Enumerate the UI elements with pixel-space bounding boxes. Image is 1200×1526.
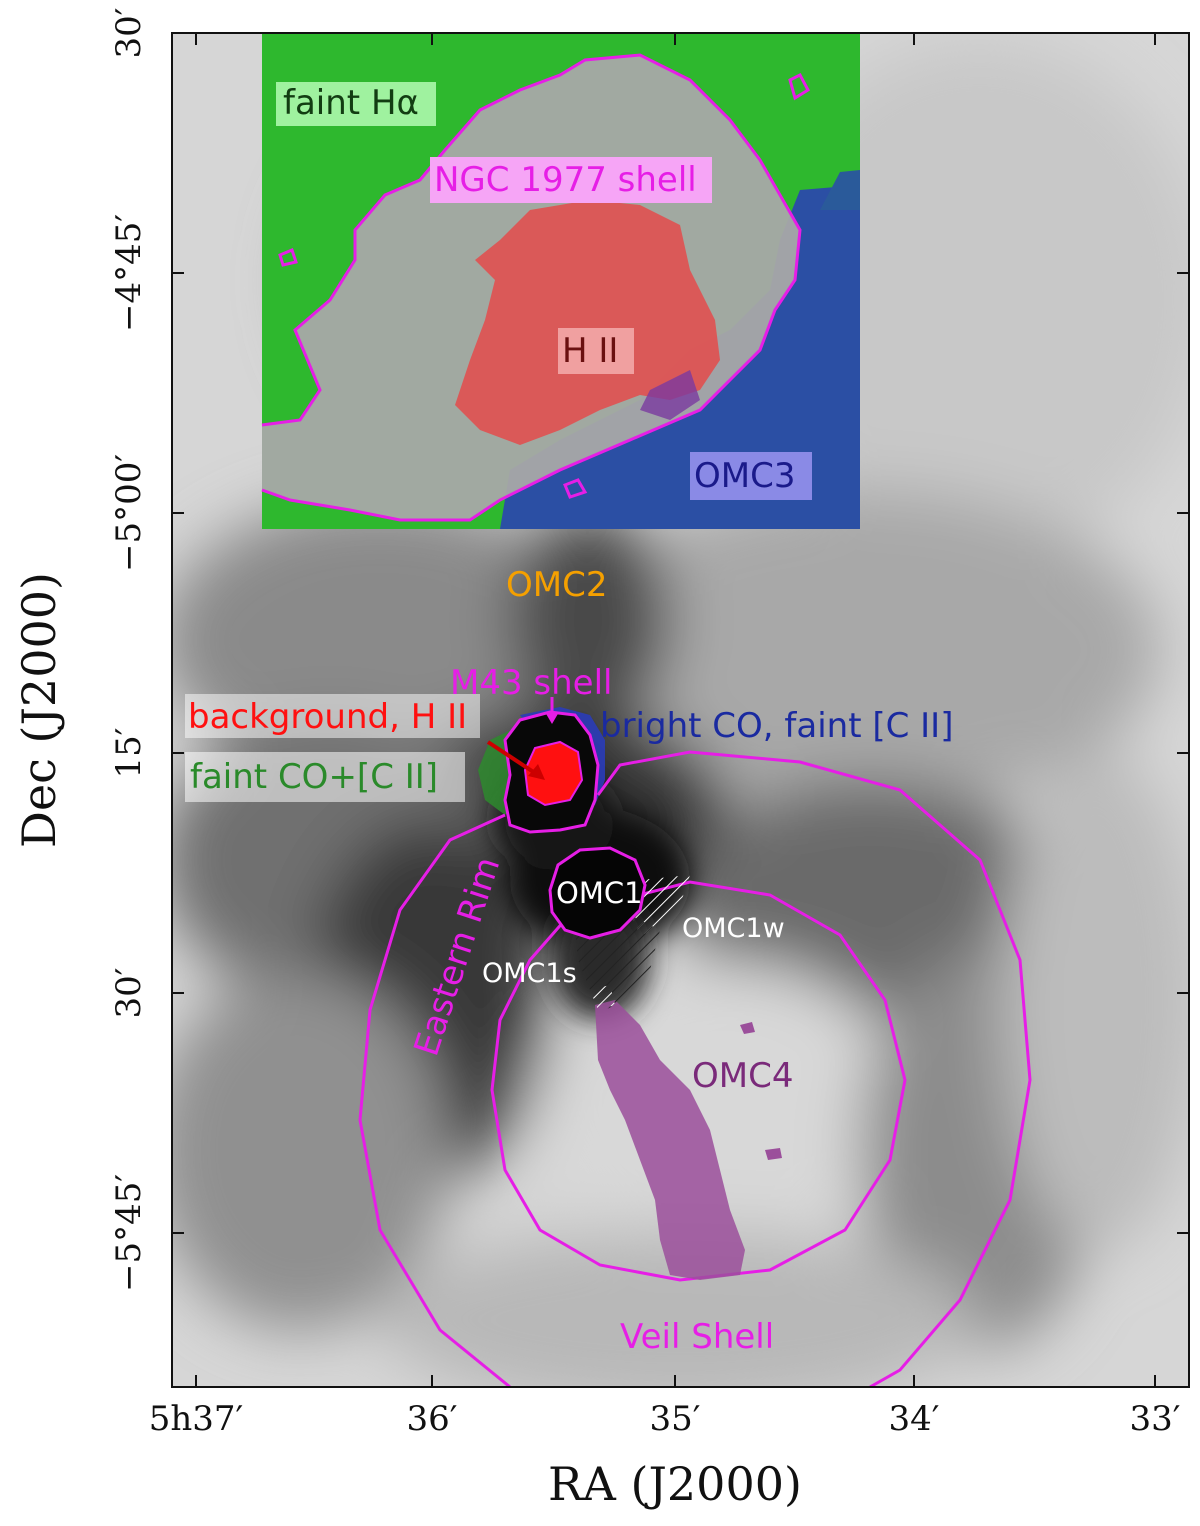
y-tick-label: 30′ (109, 8, 149, 59)
small-contour-loop (278, 247, 298, 267)
bright-co-label: bright CO, faint [C II] (600, 706, 953, 746)
omc4-label: OMC4 (692, 1056, 793, 1096)
omc1s-label: OMC1s (482, 958, 577, 989)
y-tick-label: −4°45′ (109, 214, 149, 332)
veil-shell-inner-contour (490, 880, 907, 1282)
small-contour-loop (788, 73, 810, 101)
veil-shell-label: Veil Shell (620, 1317, 774, 1357)
veil-shell-outer-contour (358, 750, 1032, 1387)
x-axis: 5h37′ 36′ 35′ 34′ 33′ RA (J2000) (149, 33, 1181, 1511)
y-tick-label: 15′ (109, 728, 149, 779)
x-axis-title: RA (J2000) (548, 1457, 802, 1511)
x-tick-label: 33′ (1130, 1399, 1181, 1439)
small-contour-loop (563, 478, 588, 499)
plot-frame (171, 32, 1190, 1388)
y-tick-label: 30′ (109, 968, 149, 1019)
m43-core (523, 740, 584, 807)
omc3-purple-overlap (640, 370, 700, 420)
faint-halpha-label: faint Hα (283, 83, 419, 123)
m43-arrow (486, 740, 540, 777)
omc1s-hatch-light (590, 985, 615, 1010)
hii-label: H II (562, 331, 618, 371)
y-axis: 30′ −4°45′ −5°00′ 15′ 30′ −5°45′ Dec (J2… (12, 8, 1189, 1292)
x-tick-label: 35′ (650, 1399, 701, 1439)
omc1-label: OMC1 (556, 876, 643, 910)
m43-region (478, 697, 605, 834)
omc3-label: OMC3 (694, 456, 795, 496)
y-tick-label: −5°00′ (109, 454, 149, 572)
y-axis-title: Dec (J2000) (12, 572, 66, 848)
omc4-fragment (740, 1022, 755, 1034)
x-tick-label: 36′ (407, 1399, 458, 1439)
ngc1977-shell-contour (261, 53, 802, 522)
omc1s-hatch (575, 915, 660, 1010)
omc1-contour (548, 846, 647, 940)
omc1w-label: OMC1w (682, 913, 785, 944)
omc2-label: OMC2 (506, 565, 607, 605)
background-hii-label: background, H II (188, 697, 467, 737)
ngc1977-shell-label: NGC 1977 shell (434, 160, 697, 200)
omc4-region (595, 1000, 745, 1280)
hii-region (455, 200, 720, 445)
omc4-fragment (765, 1148, 782, 1160)
x-tick-label: 34′ (889, 1399, 940, 1439)
x-tick-label: 5h37′ (149, 1399, 244, 1439)
faint-co-cii-label: faint CO+[C II] (190, 757, 438, 797)
ngc1977-inset: faint Hα NGC 1977 shell H II OMC3 (261, 33, 860, 529)
omc3-co-top (820, 170, 860, 210)
y-tick-label: −5°45′ (109, 1174, 149, 1292)
